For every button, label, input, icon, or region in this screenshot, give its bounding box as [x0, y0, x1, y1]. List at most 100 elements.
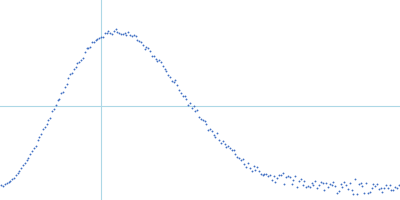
Point: [163, 69, 170, 72]
Point: [218, 142, 224, 145]
Point: [230, 149, 237, 152]
Point: [261, 172, 268, 175]
Point: [268, 178, 275, 181]
Point: [71, 67, 77, 70]
Point: [287, 176, 293, 179]
Point: [294, 185, 300, 188]
Point: [285, 175, 291, 178]
Point: [276, 174, 282, 177]
Point: [98, 35, 104, 38]
Point: [145, 47, 152, 50]
Point: [227, 147, 233, 150]
Point: [178, 91, 184, 95]
Point: [176, 89, 182, 92]
Point: [201, 119, 208, 122]
Point: [94, 37, 101, 40]
Point: [343, 184, 349, 187]
Point: [174, 84, 180, 87]
Point: [225, 145, 231, 148]
Point: [386, 184, 393, 187]
Point: [359, 185, 366, 188]
Point: [54, 98, 61, 101]
Point: [348, 188, 355, 191]
Point: [160, 64, 166, 68]
Point: [346, 181, 353, 184]
Point: [323, 181, 329, 185]
Point: [236, 157, 242, 160]
Point: [32, 144, 39, 147]
Point: [200, 119, 206, 122]
Point: [192, 110, 199, 113]
Point: [58, 91, 64, 95]
Point: [80, 56, 86, 59]
Point: [76, 60, 82, 63]
Point: [216, 139, 222, 142]
Point: [194, 108, 200, 112]
Point: [190, 104, 197, 108]
Point: [356, 183, 362, 186]
Point: [221, 143, 228, 146]
Point: [361, 192, 368, 195]
Point: [299, 184, 306, 187]
Point: [4, 182, 10, 185]
Point: [96, 36, 102, 39]
Point: [381, 187, 388, 190]
Point: [281, 182, 288, 186]
Point: [263, 172, 270, 175]
Point: [366, 191, 373, 194]
Point: [89, 40, 95, 43]
Point: [136, 39, 142, 42]
Point: [220, 140, 226, 143]
Point: [198, 118, 204, 121]
Point: [390, 188, 396, 191]
Point: [109, 33, 115, 36]
Point: [296, 179, 302, 182]
Point: [67, 73, 74, 76]
Point: [252, 168, 258, 171]
Point: [310, 183, 317, 186]
Point: [118, 32, 124, 35]
Point: [379, 190, 386, 193]
Point: [319, 182, 326, 185]
Point: [328, 183, 335, 186]
Point: [248, 170, 255, 173]
Point: [2, 183, 8, 186]
Point: [307, 185, 313, 188]
Point: [272, 180, 278, 183]
Point: [358, 182, 364, 185]
Point: [256, 170, 262, 173]
Point: [150, 55, 157, 58]
Point: [114, 30, 121, 33]
Point: [18, 167, 24, 170]
Point: [283, 176, 290, 179]
Point: [267, 174, 273, 177]
Point: [352, 177, 358, 180]
Point: [241, 162, 248, 166]
Point: [325, 186, 331, 189]
Point: [234, 156, 240, 159]
Point: [223, 145, 230, 148]
Point: [42, 125, 48, 128]
Point: [260, 173, 266, 177]
Point: [172, 78, 179, 81]
Point: [105, 29, 112, 32]
Point: [0, 184, 6, 187]
Point: [36, 136, 42, 139]
Point: [370, 182, 376, 186]
Point: [326, 183, 333, 186]
Point: [338, 182, 344, 185]
Point: [301, 180, 308, 183]
Point: [388, 188, 395, 191]
Point: [65, 76, 72, 80]
Point: [312, 180, 318, 183]
Point: [16, 170, 23, 173]
Point: [205, 129, 211, 132]
Point: [394, 186, 400, 190]
Point: [49, 109, 55, 113]
Point: [232, 152, 238, 155]
Point: [228, 149, 235, 152]
Point: [12, 173, 19, 176]
Point: [147, 50, 153, 53]
Point: [374, 182, 380, 185]
Point: [24, 159, 30, 162]
